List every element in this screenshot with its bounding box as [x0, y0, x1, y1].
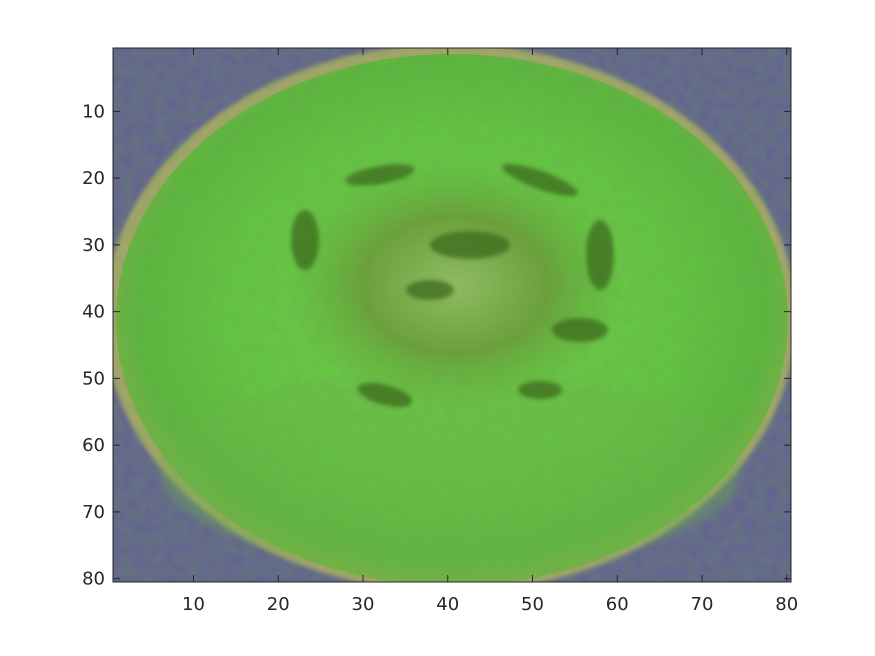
y-tick-label: 40 — [82, 302, 105, 323]
y-axis: 10 20 30 40 50 60 70 80 — [82, 101, 791, 590]
seed-marks — [291, 163, 614, 408]
y-tick-label: 50 — [82, 368, 105, 389]
x-tick-label: 20 — [267, 594, 290, 615]
fruit-core — [285, 160, 625, 410]
x-tick-label: 30 — [352, 594, 375, 615]
y-tick-label: 80 — [82, 569, 105, 590]
y-tick-label: 70 — [82, 502, 105, 523]
y-tick-label: 10 — [82, 101, 105, 122]
y-tick-label: 20 — [82, 168, 105, 189]
x-tick-label: 50 — [521, 594, 544, 615]
x-tick-label: 10 — [182, 594, 205, 615]
y-tick-label: 30 — [82, 235, 105, 256]
axes-box — [112, 47, 792, 583]
x-tick-label: 40 — [436, 594, 459, 615]
photo-content — [113, 48, 791, 582]
y-tick-label: 60 — [82, 435, 105, 456]
x-tick-label: 80 — [775, 594, 798, 615]
x-tick-label: 60 — [606, 594, 629, 615]
x-axis: 10 20 30 40 50 60 70 80 — [182, 48, 798, 615]
x-tick-label: 70 — [691, 594, 714, 615]
